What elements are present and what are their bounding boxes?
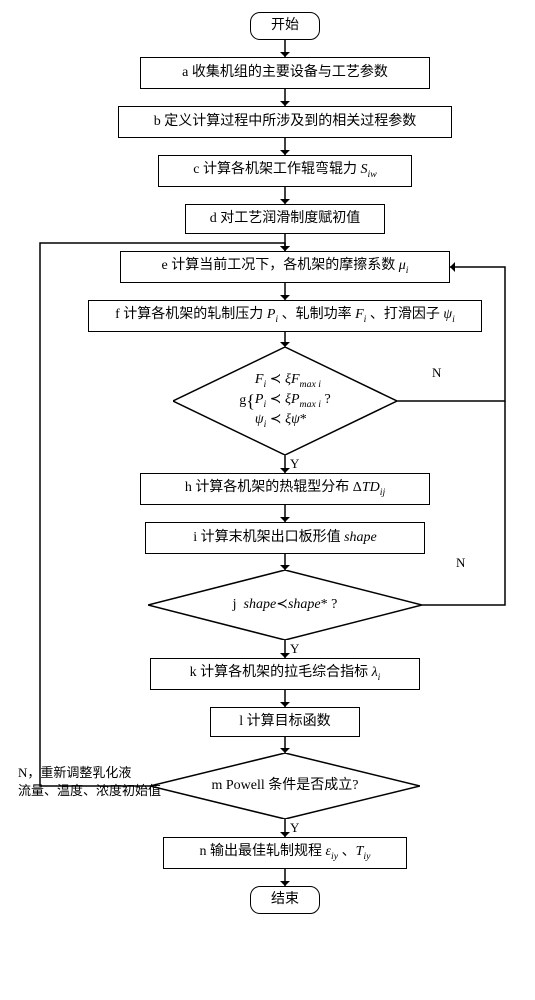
process-b: b 定义计算过程中所涉及到的相关过程参数 (118, 106, 452, 138)
node-text-c: c 计算各机架工作辊弯辊力 Siw (193, 161, 376, 182)
process-n: n 输出最佳轧制规程 εiy 、Tiy (163, 837, 407, 869)
node-text-a: a 收集机组的主要设备与工艺参数 (182, 64, 388, 82)
node-text-start: 开始 (271, 17, 299, 35)
node-text-d: d 对工艺润滑制度赋初值 (210, 210, 361, 228)
decision-j: j shape ≺ shape* ? (148, 570, 422, 640)
node-text-l: l 计算目标函数 (239, 713, 330, 731)
terminal-end: 结束 (250, 886, 320, 914)
process-a: a 收集机组的主要设备与工艺参数 (140, 57, 430, 89)
node-text-h: h 计算各机架的热辊型分布 ΔTDij (185, 479, 385, 500)
process-e: e 计算当前工况下，各机架的摩擦系数 μi (120, 251, 450, 283)
terminal-start: 开始 (250, 12, 320, 40)
node-text-b: b 定义计算过程中所涉及到的相关过程参数 (154, 113, 417, 131)
flowchart-canvas: 开始 a 收集机组的主要设备与工艺参数 b 定义计算过程中所涉及到的相关过程参数 c … (0, 0, 535, 1000)
decision-m: m Powell 条件是否成立? (150, 753, 420, 819)
decision-text-j: j shape ≺ shape* ? (148, 570, 422, 640)
process-h: h 计算各机架的热辊型分布 ΔTDij (140, 473, 430, 505)
process-l: l 计算目标函数 (210, 707, 360, 737)
process-i: i 计算末机架出口板形值 shape (145, 522, 425, 554)
decision-text-m: m Powell 条件是否成立? (150, 753, 420, 819)
node-text-end: 结束 (271, 891, 299, 909)
decision-g: g { Fi ≺ ξFmax iPi ≺ ξPmax i ?ψi ≺ ξψ* (173, 347, 397, 455)
process-k: k 计算各机架的拉毛综合指标 λi (150, 658, 420, 690)
label-g_N: N (432, 365, 441, 381)
label-sidenote: N，重新调整乳化液流量、温度、浓度初始值 (18, 764, 161, 800)
decision-text-g: g { Fi ≺ ξFmax iPi ≺ ξPmax i ?ψi ≺ ξψ* (173, 347, 397, 455)
node-text-k: k 计算各机架的拉毛综合指标 λi (190, 664, 381, 685)
label-j_N: N (456, 555, 465, 571)
process-c: c 计算各机架工作辊弯辊力 Siw (158, 155, 412, 187)
process-f: f 计算各机架的轧制压力 Pi 、轧制功率 Fi 、打滑因子 ψi (88, 300, 482, 332)
node-text-e: e 计算当前工况下，各机架的摩擦系数 μi (162, 257, 409, 278)
label-m_Y: Y (290, 820, 299, 836)
node-text-n: n 输出最佳轧制规程 εiy 、Tiy (200, 843, 371, 864)
node-text-f: f 计算各机架的轧制压力 Pi 、轧制功率 Fi 、打滑因子 ψi (115, 306, 455, 327)
process-d: d 对工艺润滑制度赋初值 (185, 204, 385, 234)
label-g_Y: Y (290, 456, 299, 472)
node-text-i: i 计算末机架出口板形值 shape (193, 529, 377, 547)
label-j_Y: Y (290, 641, 299, 657)
